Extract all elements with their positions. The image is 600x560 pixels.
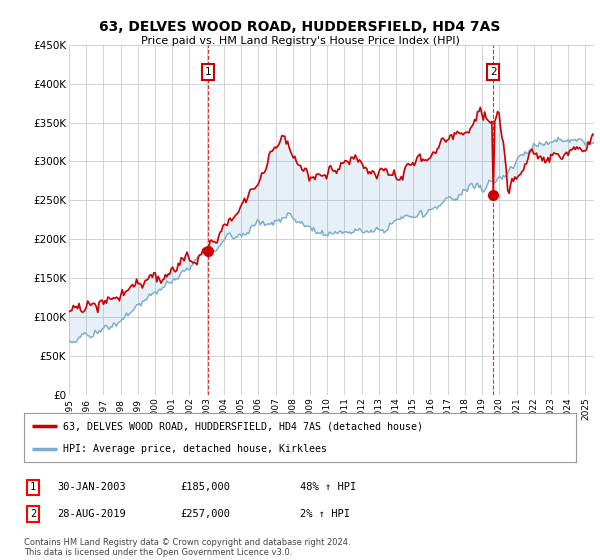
- Text: £257,000: £257,000: [180, 509, 230, 519]
- Text: 2% ↑ HPI: 2% ↑ HPI: [300, 509, 350, 519]
- Text: Contains HM Land Registry data © Crown copyright and database right 2024.
This d: Contains HM Land Registry data © Crown c…: [24, 538, 350, 557]
- Text: 1: 1: [30, 482, 36, 492]
- Text: 30-JAN-2003: 30-JAN-2003: [57, 482, 126, 492]
- Text: 2: 2: [490, 67, 497, 77]
- Text: Price paid vs. HM Land Registry's House Price Index (HPI): Price paid vs. HM Land Registry's House …: [140, 36, 460, 46]
- Text: 2: 2: [30, 509, 36, 519]
- Text: 48% ↑ HPI: 48% ↑ HPI: [300, 482, 356, 492]
- Text: 63, DELVES WOOD ROAD, HUDDERSFIELD, HD4 7AS: 63, DELVES WOOD ROAD, HUDDERSFIELD, HD4 …: [100, 20, 500, 34]
- Text: 1: 1: [205, 67, 211, 77]
- Text: £185,000: £185,000: [180, 482, 230, 492]
- Text: 63, DELVES WOOD ROAD, HUDDERSFIELD, HD4 7AS (detached house): 63, DELVES WOOD ROAD, HUDDERSFIELD, HD4 …: [62, 421, 422, 431]
- Text: HPI: Average price, detached house, Kirklees: HPI: Average price, detached house, Kirk…: [62, 444, 326, 454]
- Text: 28-AUG-2019: 28-AUG-2019: [57, 509, 126, 519]
